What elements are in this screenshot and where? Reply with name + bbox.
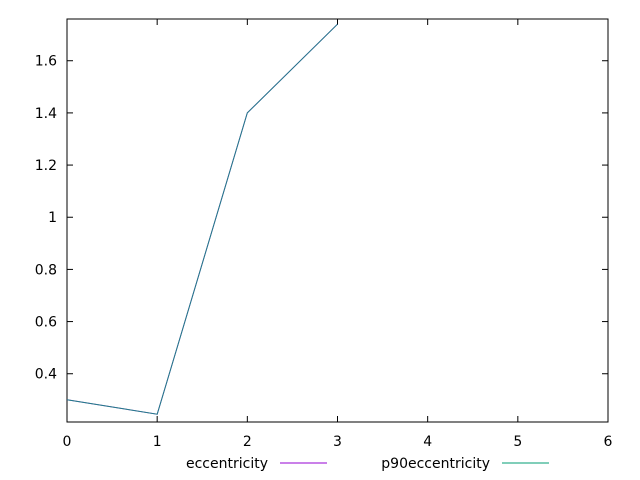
series-line-eccentricity	[66, 23, 338, 415]
y-axis-ticks: 0.4 0.6 0.8 1 1.2 1.4 1.6	[35, 54, 608, 383]
x-axis-ticks: 0 1 2 3 4 5 6	[63, 19, 613, 450]
y-tick-label: 0.8	[35, 262, 57, 278]
y-tick-label: 0.4	[35, 367, 57, 383]
x-tick-label: 6	[604, 434, 613, 450]
plot-frame	[66, 18, 609, 423]
x-tick-label: 2	[243, 434, 252, 450]
y-tick-label: 1	[48, 210, 57, 226]
x-tick-label: 5	[513, 434, 522, 450]
series-layer	[66, 23, 338, 415]
y-tick-label: 1.6	[35, 54, 57, 70]
y-tick-label: 1.4	[35, 106, 57, 122]
x-tick-label: 0	[63, 434, 72, 450]
y-tick-label: 1.2	[35, 158, 57, 174]
legend-label-eccentricity: eccentricity	[186, 456, 268, 472]
y-tick-label: 0.6	[35, 315, 57, 331]
series-line-p90eccentricity	[66, 23, 338, 415]
x-tick-label: 3	[333, 434, 342, 450]
x-tick-label: 1	[153, 434, 162, 450]
legend-label-p90eccentricity: p90eccentricity	[381, 456, 490, 472]
x-tick-label: 4	[423, 434, 432, 450]
legend: eccentricity p90eccentricity	[186, 456, 549, 472]
